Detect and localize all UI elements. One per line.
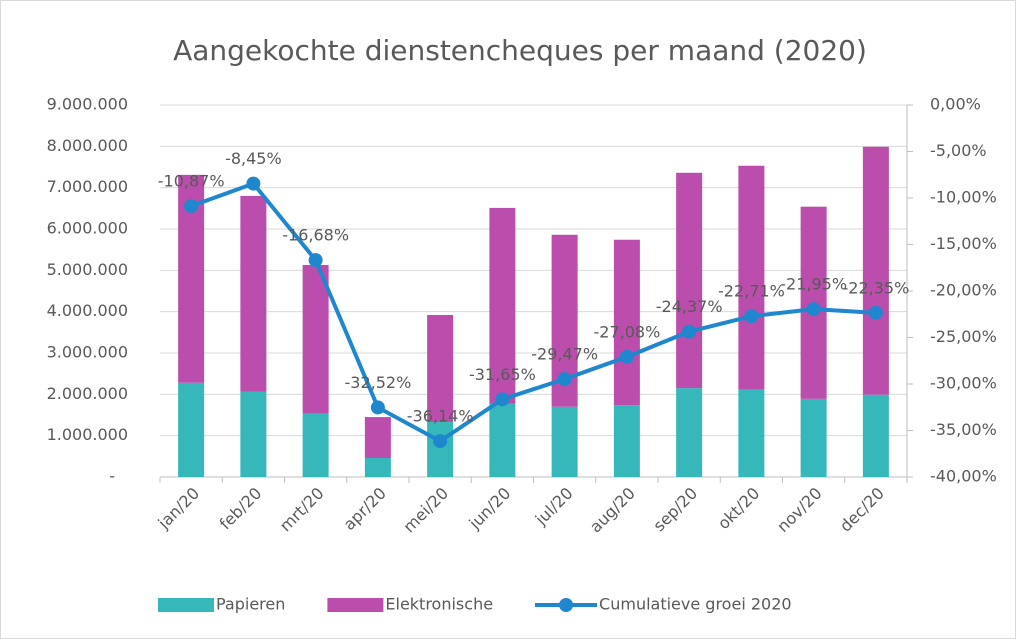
y-tick-label: - <box>109 467 115 486</box>
bar <box>862 394 889 477</box>
y2-tick-label: -10,00% <box>930 188 997 207</box>
line-marker <box>370 400 385 415</box>
bar <box>676 172 703 389</box>
line-marker <box>619 349 634 364</box>
bar <box>862 146 889 395</box>
y-tick-label: 9.000.000 <box>47 95 128 114</box>
data-label: -22,35% <box>842 278 909 297</box>
y-tick-label: 2.000.000 <box>47 384 128 403</box>
bar <box>489 207 516 404</box>
data-label: -36,14% <box>407 407 474 426</box>
y-tick-label: 1.000.000 <box>47 425 128 444</box>
y2-tick-label: -35,00% <box>930 420 997 439</box>
legend-marker <box>559 598 574 612</box>
data-label: -21,95% <box>780 275 847 294</box>
data-label: -22,71% <box>718 282 785 301</box>
bar <box>364 417 391 458</box>
legend-swatch <box>158 598 214 612</box>
y-tick-label: 3.000.000 <box>47 343 128 362</box>
bar <box>302 413 329 477</box>
bar <box>489 403 516 477</box>
line-marker <box>744 309 759 324</box>
bar <box>364 457 391 477</box>
y2-tick-label: -25,00% <box>930 327 997 346</box>
y-tick-label: 5.000.000 <box>47 260 128 279</box>
chart-title: Aangekochte dienstencheques per maand (2… <box>173 34 867 67</box>
bar <box>178 382 205 477</box>
bar <box>551 406 578 477</box>
y-tick-label: 4.000.000 <box>47 301 128 320</box>
line-marker <box>246 176 261 191</box>
bar <box>676 388 703 477</box>
bar <box>427 314 454 423</box>
data-label: -16,68% <box>282 226 349 245</box>
legend-label: Cumulatieve groei 2020 <box>599 595 792 614</box>
line-marker <box>495 392 510 407</box>
line-marker <box>433 434 448 449</box>
legend-label: Papieren <box>216 595 285 614</box>
data-label: -29,47% <box>531 345 598 364</box>
bar <box>427 422 454 477</box>
bar <box>738 165 765 390</box>
y2-tick-label: -15,00% <box>930 234 997 253</box>
bar <box>240 391 267 477</box>
y2-tick-label: 0,00% <box>930 95 981 114</box>
bar <box>738 389 765 477</box>
data-label: -10,87% <box>158 172 225 191</box>
y-tick-label: 8.000.000 <box>47 136 128 155</box>
legend-label: Elektronische <box>385 595 493 614</box>
data-label: -24,37% <box>656 297 723 316</box>
line-marker <box>308 253 323 268</box>
bar <box>302 264 329 414</box>
bar <box>613 405 640 477</box>
bar <box>800 398 827 477</box>
y-tick-label: 6.000.000 <box>47 219 128 238</box>
y2-tick-label: -5,00% <box>930 141 987 160</box>
data-label: -31,65% <box>469 365 536 384</box>
y2-tick-label: -20,00% <box>930 281 997 300</box>
line-marker <box>557 372 572 387</box>
legend-swatch <box>327 598 384 612</box>
line-marker <box>184 199 199 214</box>
line <box>190 181 876 444</box>
bar <box>613 239 640 406</box>
line-marker <box>806 302 821 317</box>
y-tick-label: 7.000.000 <box>47 177 128 196</box>
line-marker <box>868 305 883 320</box>
y2-tick-label: -40,00% <box>930 467 997 486</box>
line-marker <box>682 324 697 339</box>
data-label: -32,52% <box>344 373 411 392</box>
data-label: -27,08% <box>593 322 660 341</box>
bar <box>240 195 267 392</box>
y2-tick-label: -30,00% <box>930 374 997 393</box>
data-label: -8,45% <box>225 149 282 168</box>
